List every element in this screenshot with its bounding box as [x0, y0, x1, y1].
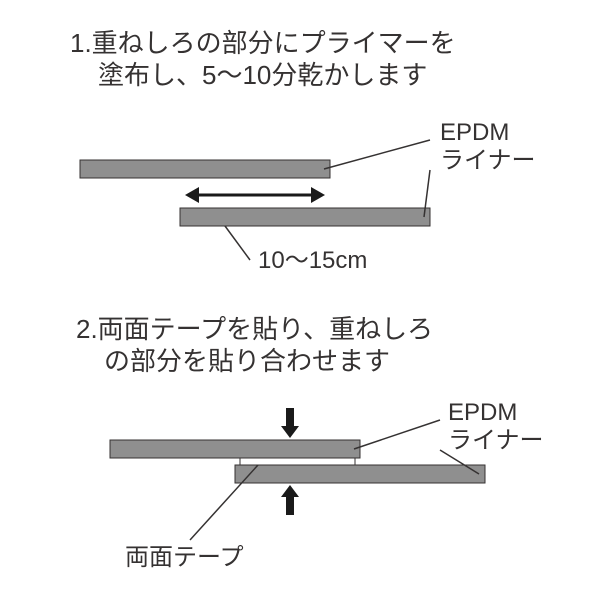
step1-epdm-leader-lines [324, 140, 430, 217]
press-arrow-up [281, 485, 299, 515]
step1-instruction-line2: 塗布し、5～10分乾かします [98, 60, 427, 90]
step1-epdm-label-line1: EPDM [440, 119, 509, 146]
step2-epdm-label-line2: ライナー [448, 427, 544, 454]
step1-top-liner-bar [80, 160, 330, 178]
step1-instruction-line1: 1.重ねしろの部分にプライマーを [70, 28, 456, 58]
step2-epdm-label-line1: EPDM [448, 399, 517, 426]
press-arrow-down [281, 408, 299, 438]
step2-tape-label: 両面テープ [125, 544, 244, 571]
step2-top-liner-bar [110, 440, 360, 458]
step1-overlap-dimension-label: 10～15cm [258, 247, 367, 274]
overlap-double-arrow [185, 187, 325, 203]
step2-instruction-line1: 2.両面テープを貼り、重ねしろ [76, 314, 433, 344]
instruction-diagram: 1.重ねしろの部分にプライマーを 塗布し、5～10分乾かします EPDM ライナ… [0, 0, 600, 600]
step1-bottom-liner-bar [180, 208, 430, 226]
step2-tape-leader-line [190, 465, 258, 540]
step1-epdm-label-line2: ライナー [440, 147, 536, 174]
step1-overlap-dimension-leader [225, 226, 250, 260]
step2-bottom-liner-bar [235, 465, 485, 483]
step2-instruction-line2: の部分を貼り合わせます [104, 346, 390, 376]
step2-tape-rect [240, 458, 355, 465]
